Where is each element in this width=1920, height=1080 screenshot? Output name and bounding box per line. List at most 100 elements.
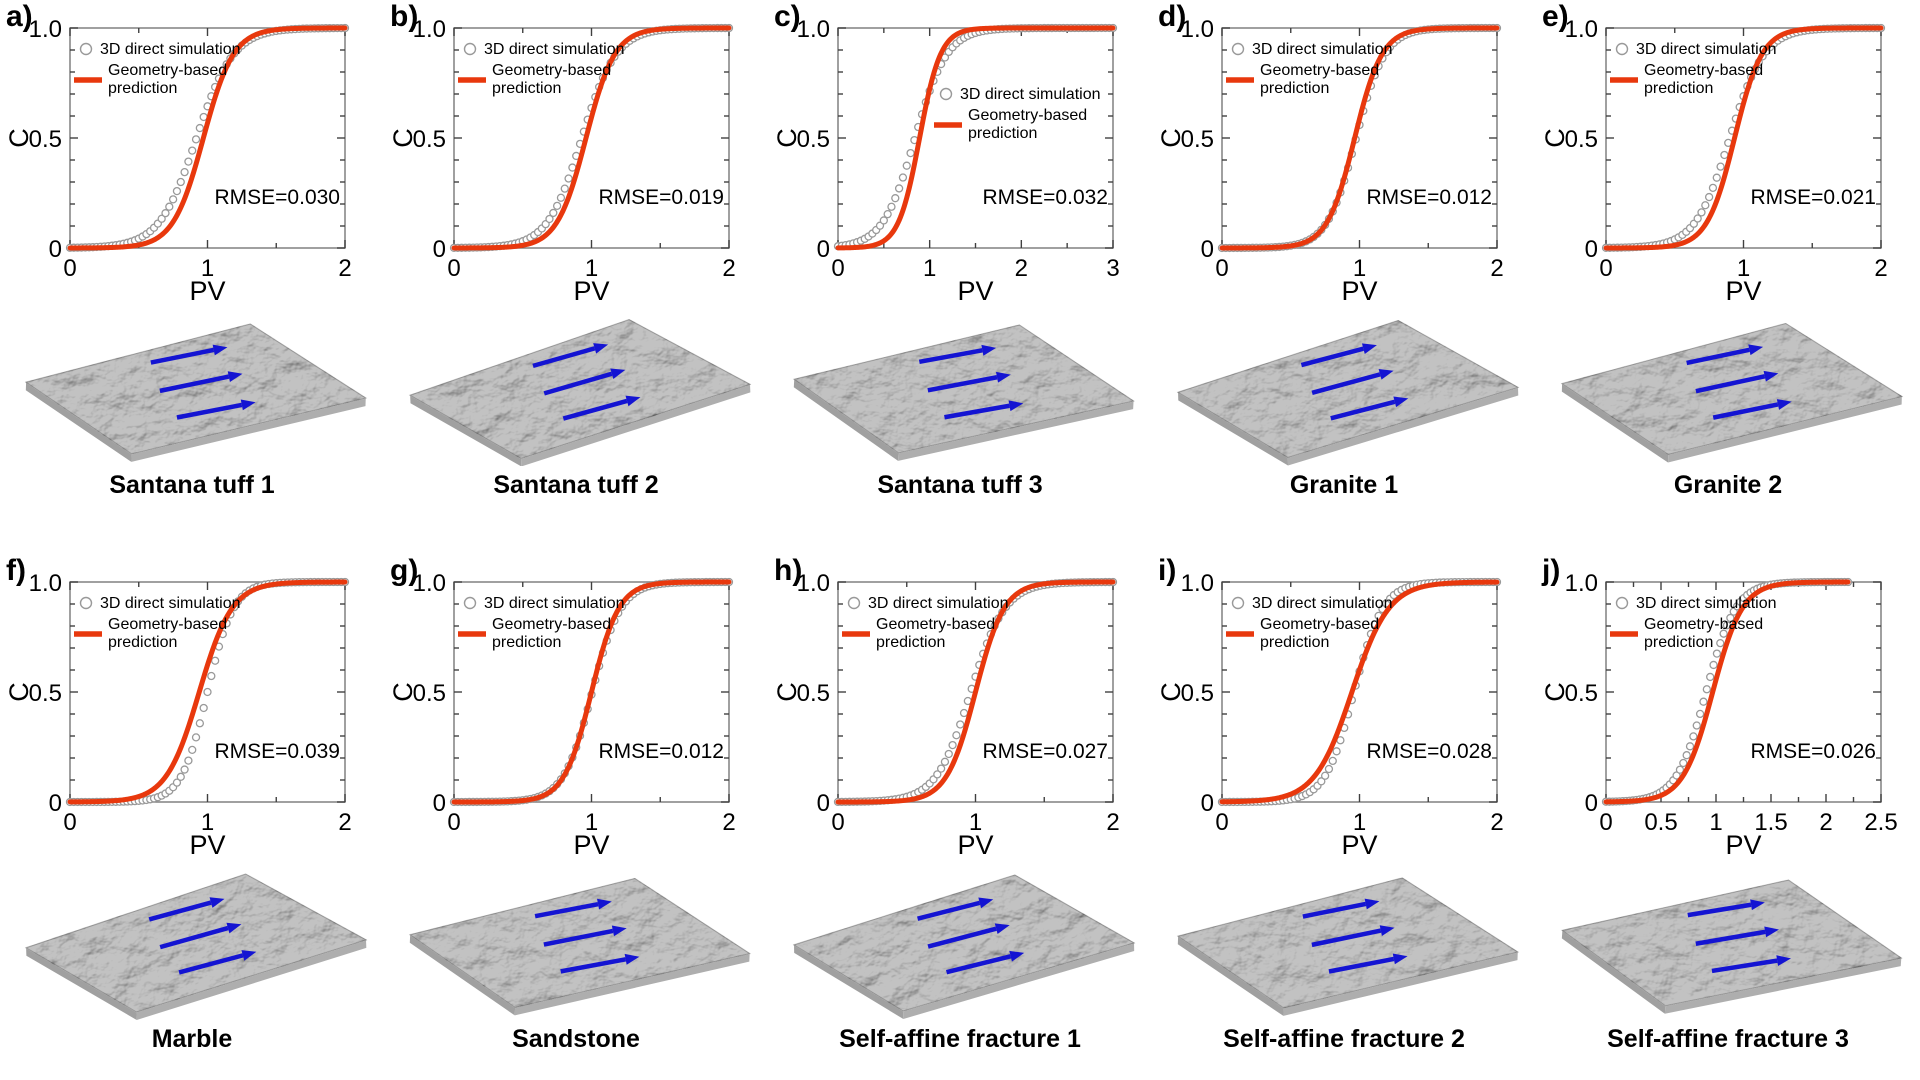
simulation-scatter bbox=[65, 577, 350, 807]
flow-arrow-shaft bbox=[560, 957, 627, 974]
axis-ticks bbox=[1605, 581, 1882, 803]
legend-pred-label-line2: prediction bbox=[1260, 634, 1329, 651]
legend-pred-label-line1: Geometry-based bbox=[1644, 616, 1763, 633]
y-tick-label: 0 bbox=[433, 790, 446, 817]
legend-pred-label-line1: Geometry-based bbox=[1260, 62, 1379, 79]
surface-group bbox=[24, 873, 368, 1020]
legend-sim-label: 3D direct simulation bbox=[484, 41, 625, 58]
concentration-chart: 0 0.5 1 1.5 2 2.5 0 0.5 1.0 C PV 3D direct simulati… bbox=[1540, 570, 1898, 856]
legend-sim-label: 3D direct simulation bbox=[484, 595, 625, 612]
x-tick-label: 2 bbox=[1490, 809, 1503, 836]
flow-arrow-head-icon bbox=[209, 897, 225, 908]
flow-arrow-shaft bbox=[148, 900, 212, 922]
simulation-marker-icon bbox=[79, 596, 93, 610]
flow-arrow-head-icon bbox=[1009, 950, 1025, 962]
legend-sim-label: 3D direct simulation bbox=[100, 41, 241, 58]
flow-arrow-head-icon bbox=[610, 368, 626, 380]
legend-pred-label-line2: prediction bbox=[492, 80, 561, 97]
legend-pred-label-line2: prediction bbox=[1644, 80, 1713, 97]
concentration-chart: 0 1 2 0 0.5 1.0 C PV 3D direct simulation Geometr… bbox=[1156, 16, 1504, 302]
y-axis-label: C bbox=[772, 128, 802, 148]
surface-caption: Santana tuff 2 bbox=[493, 471, 659, 499]
flow-arrow-head-icon bbox=[1379, 925, 1395, 936]
x-tick-label: 0 bbox=[447, 255, 460, 282]
flow-arrow-shaft bbox=[1302, 901, 1367, 919]
axis-ticks bbox=[453, 27, 730, 249]
surface-edge bbox=[1177, 936, 1284, 1016]
fracture-surface bbox=[1561, 879, 1903, 1014]
surface-group bbox=[1560, 322, 1904, 463]
simulation-scatter bbox=[449, 23, 734, 253]
flow-arrow-shaft bbox=[1695, 374, 1766, 394]
rmse-annotation: RMSE=0.019 bbox=[599, 186, 725, 209]
flow-arrow-head-icon bbox=[226, 922, 242, 934]
legend-pred-label-line2: prediction bbox=[1644, 634, 1713, 651]
y-axis-label: C bbox=[4, 128, 34, 148]
prediction-line bbox=[835, 25, 1116, 251]
flow-arrows bbox=[1302, 898, 1408, 974]
y-tick-label: 0.5 bbox=[797, 680, 830, 707]
flow-arrow-shaft bbox=[1695, 929, 1766, 946]
surface-top-face bbox=[408, 319, 752, 460]
legend-pred-label-line2: prediction bbox=[108, 634, 177, 651]
simulation-marker-icon bbox=[463, 42, 477, 56]
concentration-chart: 0 1 2 0 0.5 1.0 C PV 3D direct simulation Geometr… bbox=[1156, 570, 1504, 856]
x-axis-label: PV bbox=[957, 276, 993, 302]
fracture-surface bbox=[24, 323, 368, 462]
flow-arrow-shaft bbox=[918, 348, 983, 365]
surface-group bbox=[1176, 320, 1520, 466]
x-tick-label: 0 bbox=[1215, 255, 1228, 282]
rmse-annotation: RMSE=0.012 bbox=[599, 740, 725, 763]
rmse-annotation: RMSE=0.039 bbox=[215, 740, 341, 763]
legend-pred-label-line1: Geometry-based bbox=[492, 62, 611, 79]
plot-frame bbox=[1605, 581, 1882, 803]
surface-top-face bbox=[1176, 320, 1520, 459]
flow-arrow-head-icon bbox=[593, 343, 609, 354]
figure-panel-e: e) 0 1 2 0 0.5 1.0 C PV 3D direct simulation Geom… bbox=[1536, 0, 1920, 540]
x-tick-label: 1 bbox=[1353, 809, 1366, 836]
flow-arrow-head-icon bbox=[1393, 396, 1409, 408]
surface-top-face bbox=[1560, 322, 1904, 455]
y-axis-label: C bbox=[388, 128, 418, 148]
surface-group bbox=[1561, 879, 1903, 1014]
surface-edge bbox=[1283, 952, 1518, 1016]
x-tick-label: 1 bbox=[1737, 255, 1750, 282]
rmse-annotation: RMSE=0.012 bbox=[1367, 186, 1493, 209]
surface-edge bbox=[136, 939, 367, 1020]
panel-letter: d) bbox=[1158, 0, 1187, 33]
fracture-surface bbox=[1176, 320, 1520, 466]
simulation-marker-icon bbox=[939, 87, 953, 101]
figure-panel-a: a) 0 1 2 0 0.5 1.0 C PV 3D direct simulation Geom… bbox=[0, 0, 384, 540]
x-tick-label: 2 bbox=[1490, 255, 1503, 282]
flow-arrow-shaft bbox=[176, 402, 243, 420]
y-tick-label: 0.5 bbox=[29, 126, 62, 153]
flow-arrow-shaft bbox=[178, 953, 244, 975]
legend-pred-label-line1: Geometry-based bbox=[968, 107, 1087, 124]
y-tick-label: 0 bbox=[49, 790, 62, 817]
figure-panel-f: f) 0 1 2 0 0.5 1.0 C PV 3D direct simulation Geom… bbox=[0, 540, 384, 1080]
x-axis-label: PV bbox=[1725, 276, 1761, 302]
surface-top-face bbox=[408, 877, 751, 1008]
flow-arrow-head-icon bbox=[1763, 370, 1779, 382]
panel-letter: h) bbox=[774, 554, 803, 587]
flow-arrow-head-icon bbox=[212, 344, 228, 356]
fracture-surface bbox=[408, 877, 751, 1016]
x-tick-label: 0 bbox=[1599, 809, 1612, 836]
legend-sim-label: 3D direct simulation bbox=[1636, 41, 1777, 58]
flow-arrow-head-icon bbox=[995, 371, 1011, 383]
rmse-annotation: RMSE=0.026 bbox=[1751, 740, 1877, 763]
legend-pred-label-line2: prediction bbox=[876, 634, 945, 651]
y-tick-label: 1.0 bbox=[797, 16, 830, 43]
fracture-surface bbox=[408, 319, 752, 466]
flow-arrow-shaft bbox=[1330, 399, 1396, 421]
legend-pred-label-line2: prediction bbox=[968, 125, 1037, 142]
simulation-marker-icon bbox=[1231, 42, 1245, 56]
surface-edge bbox=[898, 401, 1134, 461]
prediction-line bbox=[1603, 579, 1851, 805]
y-axis-label: C bbox=[388, 682, 418, 702]
panel-letter: c) bbox=[774, 0, 801, 33]
fracture-surface bbox=[1176, 877, 1520, 1016]
y-tick-label: 0.5 bbox=[797, 126, 830, 153]
panel-letter: g) bbox=[390, 554, 419, 587]
surface-edge bbox=[1664, 958, 1902, 1014]
